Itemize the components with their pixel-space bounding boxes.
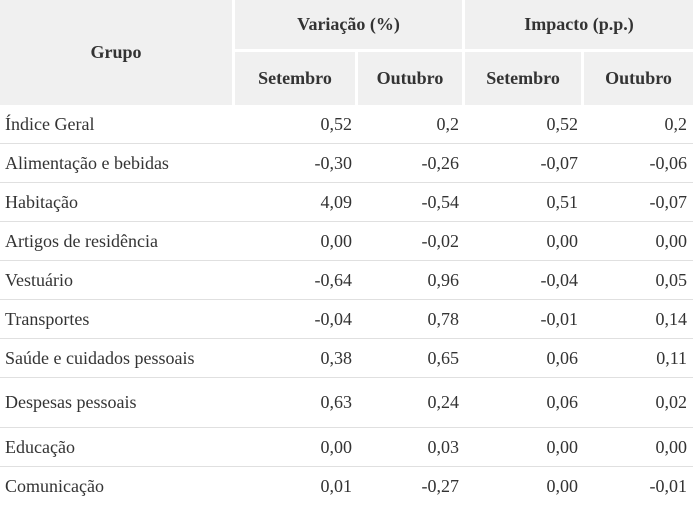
header-impacto-outubro: Outubro [584,52,694,105]
cell-grupo: Comunicação [5,476,104,496]
cell-variacao-outubro: 0,65 [358,339,466,378]
cell-variacao-outubro: -0,27 [421,476,460,496]
cell-grupo: Habitação [0,183,235,222]
cell-impacto-outubro: 0,05 [584,261,694,300]
cell-variacao-setembro: 0,38 [235,339,358,378]
cell-variacao-outubro: 0,96 [358,261,466,300]
cell-variacao-setembro: 0,52 [235,105,358,144]
cell-variacao-setembro: -0,04 [235,300,358,339]
header-variacao: Variação (%) [235,0,466,52]
cell-variacao-setembro: 0,63 [235,378,358,428]
cell-variacao-setembro: -0,30 [235,144,358,183]
cell-grupo: Índice Geral [0,105,235,144]
cell-variacao-outubro: 0,2 [358,105,466,144]
cell-variacao-setembro: 0,00 [235,222,358,261]
cell-impacto-setembro: 0,00 [465,428,585,467]
cell-impacto-outubro: -0,06 [584,144,694,183]
cell-impacto-setembro: 0,52 [465,105,585,144]
table-row: Despesas pessoais 0,63 0,24 0,06 0,02 [0,378,694,428]
cell-impacto-setembro: 0,06 [465,339,585,378]
header-impacto: Impacto (p.p.) [465,0,694,52]
cell-variacao-outubro: -0,02 [358,222,466,261]
header-variacao-setembro: Setembro [235,52,358,105]
table-row: Artigos de residência 0,00 -0,02 0,00 0,… [0,222,694,261]
table-row: Vestuário -0,64 0,96 -0,04 0,05 [0,261,694,300]
cell-impacto-setembro: 0,51 [465,183,585,222]
table-row: Comunicação 0,01 -0,27 0,00 -0,01 [0,467,693,506]
table-header: Grupo Variação (%) Impacto (p.p.) Setemb… [0,0,694,105]
cell-variacao-outubro: -0,26 [358,144,466,183]
table-row: Alimentação e bebidas -0,30 -0,26 -0,07 … [0,144,694,183]
header-impacto-setembro: Setembro [465,52,585,105]
ipca-table: Grupo Variação (%) Impacto (p.p.) Setemb… [0,0,694,506]
cell-impacto-outubro: 0,11 [584,339,694,378]
cell-variacao-outubro: 0,78 [358,300,466,339]
table-row: Transportes -0,04 0,78 -0,01 0,14 [0,300,694,339]
cell-impacto-outubro: 0,00 [584,222,694,261]
cell-impacto-setembro: 0,00 [546,476,579,496]
cell-impacto-outubro: 0,14 [584,300,694,339]
table-row: Habitação 4,09 -0,54 0,51 -0,07 [0,183,694,222]
cell-variacao-outubro: 0,24 [358,378,466,428]
cell-variacao-setembro: 0,01 [320,476,353,496]
table-row: Educação 0,00 0,03 0,00 0,00 [0,428,694,467]
cell-variacao-setembro: 4,09 [235,183,358,222]
cell-impacto-outubro: 0,02 [584,378,694,428]
table-body: Índice Geral 0,52 0,2 0,52 0,2 Alimentaç… [0,105,694,506]
cell-variacao-outubro: -0,54 [358,183,466,222]
cell-variacao-outubro: 0,03 [358,428,466,467]
cell-grupo: Transportes [0,300,235,339]
table-row: Índice Geral 0,52 0,2 0,52 0,2 [0,105,694,144]
header-grupo: Grupo [0,0,235,105]
cell-grupo: Despesas pessoais [0,378,235,428]
cell-grupo: Artigos de residência [0,222,235,261]
cell-impacto-setembro: 0,06 [465,378,585,428]
cell-impacto-outubro: -0,07 [584,183,694,222]
cell-grupo: Saúde e cuidados pessoais [0,339,235,378]
cell-impacto-setembro: -0,04 [465,261,585,300]
cell-impacto-setembro: -0,01 [465,300,585,339]
cell-variacao-setembro: 0,00 [235,428,358,467]
cell-impacto-outubro: 0,2 [584,105,694,144]
cell-grupo: Vestuário [0,261,235,300]
table-row: Saúde e cuidados pessoais 0,38 0,65 0,06… [0,339,694,378]
cell-grupo: Alimentação e bebidas [0,144,235,183]
cell-impacto-setembro: -0,07 [465,144,585,183]
cell-impacto-outubro: -0,01 [649,476,688,496]
cell-grupo: Educação [0,428,235,467]
cell-variacao-setembro: -0,64 [235,261,358,300]
header-variacao-outubro: Outubro [358,52,466,105]
cell-impacto-outubro: 0,00 [584,428,694,467]
cell-impacto-setembro: 0,00 [465,222,585,261]
